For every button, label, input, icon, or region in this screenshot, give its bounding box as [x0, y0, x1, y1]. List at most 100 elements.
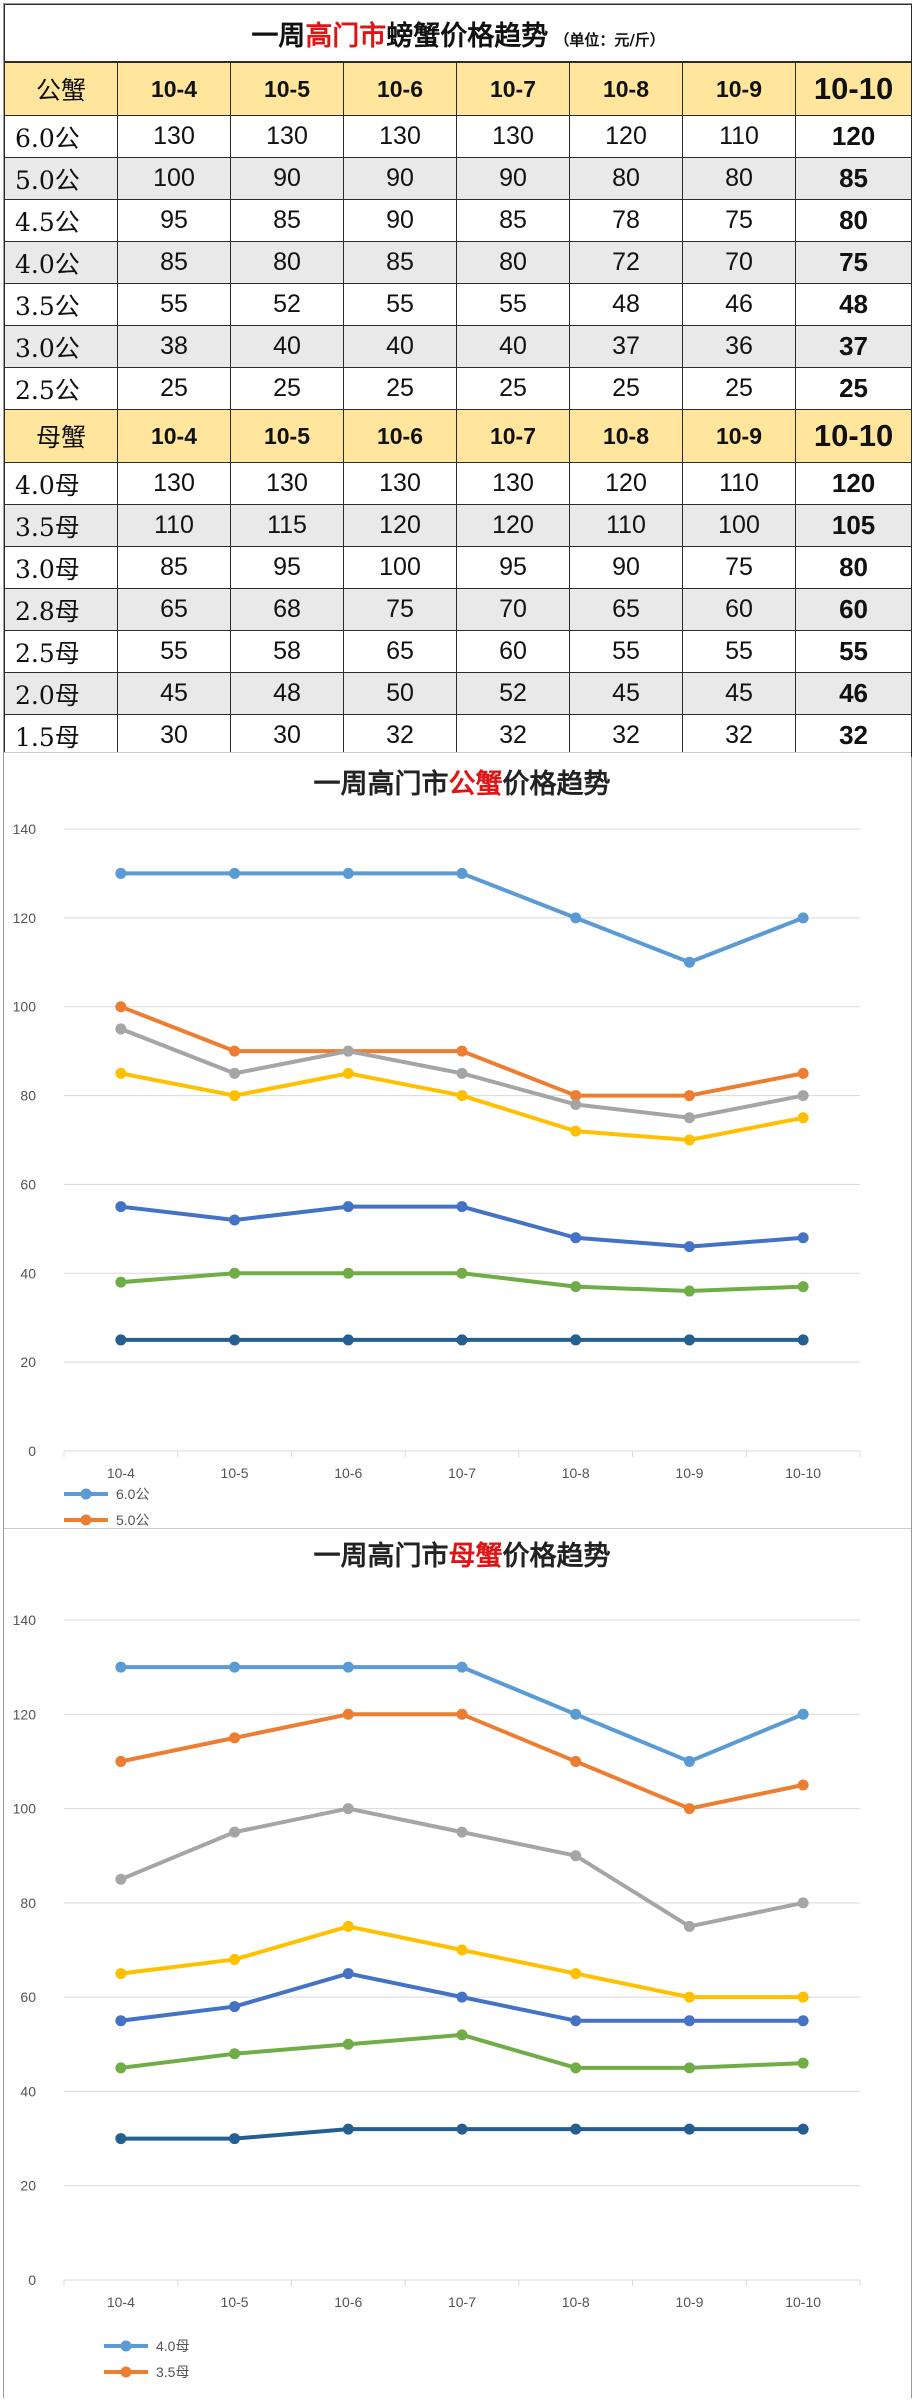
table-row: 6.0公 130 130 130 130 120 110 120 — [4, 115, 913, 158]
data-point — [115, 1873, 127, 1885]
price-cell: 120 — [794, 115, 913, 158]
series-line — [120, 1712, 804, 1811]
data-point — [683, 1134, 695, 1146]
price-cell: 70 — [682, 241, 796, 284]
data-point — [456, 1334, 468, 1346]
series-3 — [115, 1023, 809, 1124]
data-point — [342, 1708, 354, 1720]
table-row: 3.5母 110 115 120 120 110 100 105 — [4, 504, 913, 547]
x-tick-label: 10-10 — [785, 1465, 821, 1481]
x-tick-label: 10-7 — [448, 1465, 476, 1481]
table-title-highlight: 高门市 — [305, 20, 387, 52]
row-label: 4.0母 — [4, 462, 118, 505]
price-cell: 30 — [117, 714, 231, 757]
data-point — [229, 1045, 241, 1057]
y-tick-label: 80 — [20, 1088, 36, 1104]
data-point — [229, 1090, 241, 1102]
row-label: 3.5母 — [4, 504, 118, 547]
price-cell: 130 — [343, 462, 457, 505]
data-point — [797, 1112, 809, 1124]
y-tick-label: 120 — [13, 910, 37, 926]
table-title-suffix: 螃蟹价格趋势 — [386, 20, 549, 52]
price-cell: 120 — [569, 115, 683, 158]
price-cell: 65 — [343, 630, 457, 673]
chart-title-highlight: 公蟹 — [449, 769, 503, 800]
x-tick-label: 10-9 — [675, 1465, 703, 1481]
y-tick-label: 40 — [20, 1265, 36, 1281]
price-cell: 46 — [682, 283, 796, 326]
data-point — [683, 2062, 695, 2074]
price-cell: 30 — [230, 714, 344, 757]
price-cell: 75 — [682, 199, 796, 242]
price-cell: 25 — [794, 367, 913, 410]
row-label: 2.0母 — [4, 672, 118, 715]
series-5 — [115, 1201, 809, 1253]
chart-title-prefix: 一周高门市 — [314, 768, 449, 800]
page: 一周高门市螃蟹价格趋势 （单位：元/斤） 公蟹 10-4 10-5 10-6 10-7 10… — [3, 3, 913, 2399]
date-header-cell: 10-9 — [682, 409, 796, 463]
date-header-cell: 10-8 — [569, 61, 683, 116]
series-7 — [115, 2123, 809, 2145]
data-point — [342, 1334, 354, 1346]
data-point — [229, 1334, 241, 1346]
table-row: 1.5母 30 30 32 32 32 32 32 — [4, 714, 913, 757]
data-point — [570, 1334, 582, 1346]
x-tick-label: 10-8 — [562, 2294, 590, 2310]
data-point — [115, 2133, 127, 2145]
chart-title-highlight: 母蟹 — [449, 1541, 503, 1572]
legend-marker — [80, 1488, 92, 1500]
y-tick-label: 100 — [13, 1801, 37, 1817]
price-cell: 25 — [343, 367, 457, 410]
data-point — [797, 1991, 809, 2003]
price-cell: 25 — [569, 367, 683, 410]
male-header-label: 公蟹 — [4, 61, 118, 116]
y-tick-label: 0 — [28, 2272, 36, 2288]
male-header-row: 公蟹 10-4 10-5 10-6 10-7 10-8 10-9 10-10 — [4, 61, 913, 116]
female-header-label: 母蟹 — [4, 409, 118, 463]
data-point — [342, 1045, 354, 1057]
data-point — [342, 2038, 354, 2050]
price-cell: 55 — [117, 630, 231, 673]
series-2 — [115, 1708, 809, 1815]
series-line — [120, 1924, 804, 2000]
data-point — [797, 2015, 809, 2027]
data-point — [683, 2123, 695, 2135]
price-cell: 115 — [230, 504, 344, 547]
price-cell: 130 — [456, 462, 570, 505]
data-point — [683, 1334, 695, 1346]
price-cell: 55 — [794, 630, 913, 673]
chart-title-suffix: 价格趋势 — [503, 1541, 611, 1572]
price-cell: 75 — [343, 588, 457, 631]
y-tick-label: 140 — [13, 821, 37, 837]
table-row: 3.0公 38 40 40 40 37 36 37 — [4, 325, 913, 368]
data-point — [797, 1779, 809, 1791]
price-cell: 46 — [794, 672, 913, 715]
price-cell: 45 — [117, 672, 231, 715]
table-row: 3.5公 55 52 55 55 48 46 48 — [4, 283, 913, 326]
price-cell: 120 — [343, 504, 457, 547]
data-point — [797, 2123, 809, 2135]
data-point — [229, 1953, 241, 1965]
data-point — [797, 1090, 809, 1102]
price-cell: 55 — [343, 283, 457, 326]
price-cell: 55 — [682, 630, 796, 673]
y-tick-label: 60 — [20, 1176, 36, 1192]
data-point — [342, 1803, 354, 1815]
data-point — [229, 2001, 241, 2013]
table-row: 2.5母 55 58 65 60 55 55 55 — [4, 630, 913, 673]
data-point — [115, 2015, 127, 2027]
data-point — [342, 1267, 354, 1279]
data-point — [342, 2123, 354, 2135]
price-cell: 32 — [456, 714, 570, 757]
series-3 — [115, 1803, 809, 1932]
data-point — [115, 1755, 127, 1767]
price-cell: 90 — [343, 199, 457, 242]
price-cell: 100 — [682, 504, 796, 547]
date-header-cell: 10-8 — [569, 409, 683, 463]
price-cell: 50 — [343, 672, 457, 715]
price-cell: 85 — [117, 241, 231, 284]
price-cell: 45 — [682, 672, 796, 715]
x-tick-label: 10-6 — [334, 1465, 362, 1481]
x-tick-label: 10-5 — [221, 2294, 249, 2310]
data-point — [683, 2015, 695, 2027]
